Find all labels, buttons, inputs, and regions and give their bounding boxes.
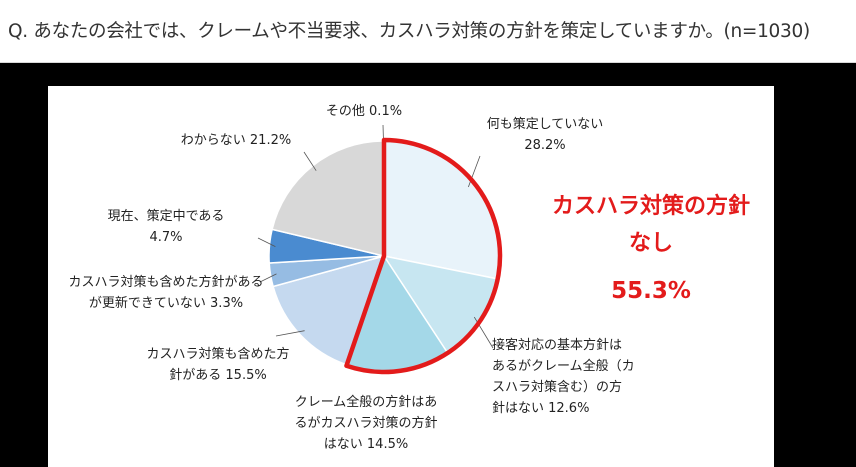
pie-slice-3: [272, 254, 386, 366]
chart-panel: 何も策定していない 28.2% 接客対応の基本方針は あるがクレーム全般（カ スハラ対策…: [48, 86, 774, 467]
highlight-value: 55.3%: [611, 278, 691, 304]
slice-label-4-line-0: カスハラ対策も含めた方針がある: [68, 274, 263, 290]
slice-label-7-line-0: その他 0.1%: [326, 104, 402, 119]
slice-label-0-line-0: 何も策定していない: [487, 116, 604, 132]
pie-slices: [268, 140, 500, 372]
slice-label-0-line-1: 28.2%: [524, 138, 565, 153]
pie-slice-6: [271, 140, 385, 257]
leader-line-4: [259, 273, 277, 283]
highlight-label-line1: カスハラ対策の方針: [552, 193, 750, 219]
highlight-outline: [344, 137, 503, 375]
slice-label-3-line-1: 針がある 15.5%: [169, 368, 266, 383]
slice-label-6-line-0: わからない 21.2%: [181, 133, 291, 148]
slice-label-1-line-0: 接客対応の基本方針は: [492, 337, 622, 353]
pie-chart: 何も策定していない 28.2% 接客対応の基本方針はあるがクレーム全般（カスハラ対策…: [68, 104, 750, 452]
highlight-label-line2: なし: [629, 231, 673, 256]
slice-label-2-line-1: るがカスハラ対策の方針: [294, 415, 437, 431]
question-text: Q. あなたの会社では、クレームや不当要求、カスハラ対策の方針を策定していますか…: [8, 21, 810, 42]
slice-label-2-line-0: クレーム全般の方針はあ: [295, 394, 438, 410]
leader-line-5: [257, 237, 276, 247]
slice-label-1-line-2: スハラ対策含む）の方: [492, 379, 622, 395]
pie-slice-0: [383, 140, 500, 280]
leader-line-3: [275, 330, 305, 337]
slice-label-3-line-0: カスハラ対策も含めた方: [146, 346, 289, 362]
slice-label-5-line-0: 現在、策定中である: [108, 208, 225, 224]
slice-label-1-line-3: 針はない 12.6%: [492, 401, 589, 416]
slice-label-2-line-2: はない 14.5%: [324, 437, 408, 452]
question-header: Q. あなたの会社では、クレームや不当要求、カスハラ対策の方針を策定していますか…: [0, 0, 856, 63]
slice-label-1-line-1: あるがクレーム全般（カ: [492, 358, 635, 374]
slice-label-5-line-1: 4.7%: [149, 230, 182, 245]
leader-line-6: [303, 151, 317, 171]
slice-labels: 何も策定していない 28.2% 接客対応の基本方針はあるがクレーム全般（カスハラ対策…: [68, 104, 634, 452]
slice-label-4-line-1: が更新できていない 3.3%: [89, 295, 243, 311]
